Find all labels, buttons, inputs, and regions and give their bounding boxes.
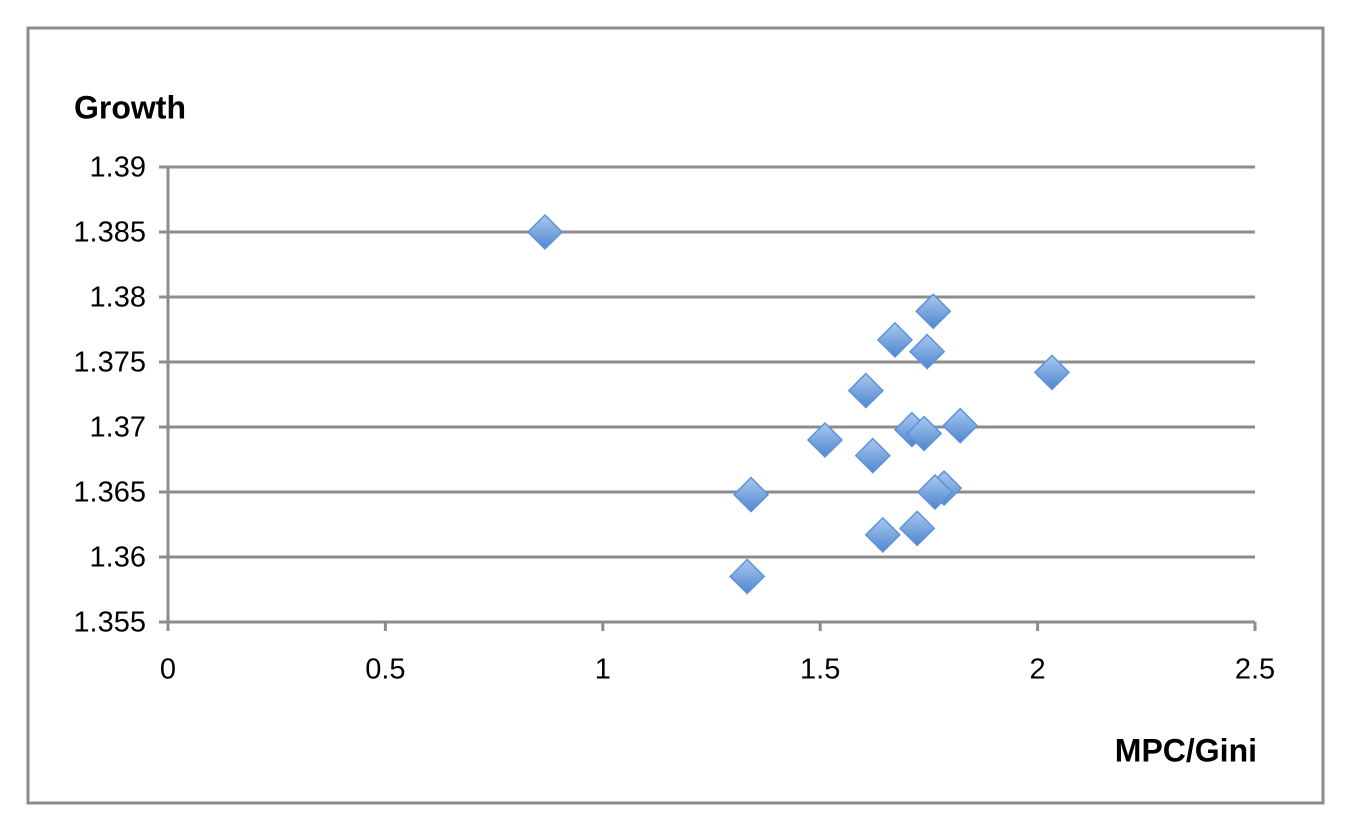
data-point [916, 473, 954, 511]
data-point [915, 293, 952, 330]
y-tick-label: 1.36 [90, 542, 146, 574]
x-tick-label: 1 [595, 654, 611, 686]
y-tick-label: 1.365 [73, 477, 146, 509]
x-tick-label: 0 [160, 654, 176, 686]
x-tick-label: 2 [1030, 654, 1046, 686]
y-tick-label: 1.385 [73, 217, 146, 249]
x-tick-label: 2.5 [1235, 654, 1275, 686]
data-point [899, 510, 936, 547]
data-point [1033, 354, 1071, 391]
y-tick-label: 1.37 [90, 412, 146, 444]
data-point [876, 321, 914, 358]
y-tick-label: 1.38 [90, 282, 146, 314]
chart-frame [26, 26, 1325, 805]
data-point [909, 333, 946, 370]
y-tick-label: 1.375 [73, 347, 146, 379]
x-tick-label: 1.5 [800, 654, 840, 686]
data-point [854, 437, 891, 474]
data-point [806, 421, 844, 459]
data-point [729, 558, 766, 595]
data-point [526, 213, 564, 251]
data-point [847, 372, 884, 409]
y-tick-label: 1.355 [73, 607, 146, 639]
data-point [942, 407, 979, 444]
x-tick-label: 0.5 [365, 654, 405, 686]
y-axis-title: Growth [74, 89, 186, 125]
data-point [864, 516, 901, 553]
y-tick-label: 1.39 [90, 152, 146, 184]
data-point [906, 415, 943, 452]
data-point [733, 476, 770, 513]
x-axis-title: MPC/Gini [1115, 732, 1257, 768]
